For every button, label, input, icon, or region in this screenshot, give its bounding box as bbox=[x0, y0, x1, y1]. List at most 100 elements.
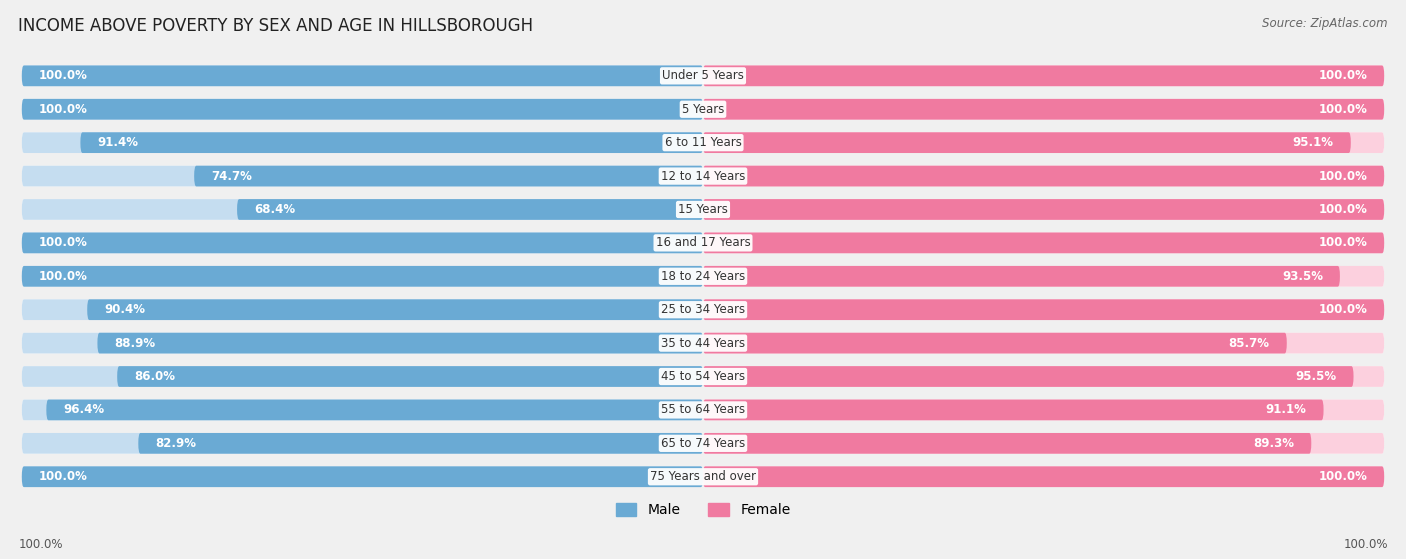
Text: 100.0%: 100.0% bbox=[39, 103, 87, 116]
FancyBboxPatch shape bbox=[703, 333, 1384, 353]
FancyBboxPatch shape bbox=[22, 466, 703, 487]
Text: 74.7%: 74.7% bbox=[211, 169, 252, 183]
FancyBboxPatch shape bbox=[703, 466, 1384, 487]
FancyBboxPatch shape bbox=[80, 132, 703, 153]
FancyBboxPatch shape bbox=[22, 433, 703, 454]
FancyBboxPatch shape bbox=[703, 299, 1384, 320]
Text: 68.4%: 68.4% bbox=[254, 203, 295, 216]
FancyBboxPatch shape bbox=[703, 165, 1384, 186]
Text: 82.9%: 82.9% bbox=[155, 437, 197, 450]
Text: 100.0%: 100.0% bbox=[1343, 538, 1388, 551]
Text: 100.0%: 100.0% bbox=[1319, 303, 1367, 316]
FancyBboxPatch shape bbox=[703, 333, 1384, 353]
Text: 100.0%: 100.0% bbox=[18, 538, 63, 551]
Text: 91.1%: 91.1% bbox=[1265, 404, 1306, 416]
FancyBboxPatch shape bbox=[703, 233, 1384, 253]
Text: 100.0%: 100.0% bbox=[1319, 169, 1367, 183]
FancyBboxPatch shape bbox=[22, 333, 703, 353]
FancyBboxPatch shape bbox=[22, 233, 703, 253]
FancyBboxPatch shape bbox=[703, 132, 1351, 153]
FancyBboxPatch shape bbox=[194, 165, 703, 186]
FancyBboxPatch shape bbox=[703, 366, 1354, 387]
FancyBboxPatch shape bbox=[22, 233, 703, 253]
FancyBboxPatch shape bbox=[22, 400, 703, 420]
FancyBboxPatch shape bbox=[46, 400, 703, 420]
Legend: Male, Female: Male, Female bbox=[610, 498, 796, 523]
FancyBboxPatch shape bbox=[22, 165, 703, 186]
FancyBboxPatch shape bbox=[22, 233, 703, 253]
Text: 85.7%: 85.7% bbox=[1229, 337, 1270, 349]
Text: 86.0%: 86.0% bbox=[134, 370, 176, 383]
Text: 45 to 54 Years: 45 to 54 Years bbox=[661, 370, 745, 383]
FancyBboxPatch shape bbox=[703, 466, 1384, 487]
Text: 100.0%: 100.0% bbox=[1319, 69, 1367, 82]
Text: 100.0%: 100.0% bbox=[1319, 203, 1367, 216]
FancyBboxPatch shape bbox=[22, 366, 703, 387]
FancyBboxPatch shape bbox=[703, 400, 1384, 420]
FancyBboxPatch shape bbox=[22, 266, 703, 287]
Text: 6 to 11 Years: 6 to 11 Years bbox=[665, 136, 741, 149]
FancyBboxPatch shape bbox=[703, 199, 1384, 220]
FancyBboxPatch shape bbox=[703, 99, 1384, 120]
FancyBboxPatch shape bbox=[703, 333, 1286, 353]
FancyBboxPatch shape bbox=[22, 199, 703, 220]
FancyBboxPatch shape bbox=[703, 366, 1384, 387]
FancyBboxPatch shape bbox=[703, 199, 1384, 220]
FancyBboxPatch shape bbox=[703, 165, 1384, 186]
FancyBboxPatch shape bbox=[703, 233, 1384, 253]
Text: 75 Years and over: 75 Years and over bbox=[650, 470, 756, 483]
FancyBboxPatch shape bbox=[703, 266, 1384, 287]
FancyBboxPatch shape bbox=[703, 233, 1384, 253]
FancyBboxPatch shape bbox=[703, 299, 1384, 320]
Text: INCOME ABOVE POVERTY BY SEX AND AGE IN HILLSBOROUGH: INCOME ABOVE POVERTY BY SEX AND AGE IN H… bbox=[18, 17, 533, 35]
Text: 100.0%: 100.0% bbox=[39, 69, 87, 82]
FancyBboxPatch shape bbox=[22, 99, 703, 120]
Text: Under 5 Years: Under 5 Years bbox=[662, 69, 744, 82]
FancyBboxPatch shape bbox=[703, 433, 1312, 454]
Text: 91.4%: 91.4% bbox=[97, 136, 138, 149]
Text: 100.0%: 100.0% bbox=[1319, 103, 1367, 116]
FancyBboxPatch shape bbox=[703, 366, 1384, 387]
Text: 95.1%: 95.1% bbox=[1292, 136, 1334, 149]
FancyBboxPatch shape bbox=[703, 65, 1384, 86]
Text: 100.0%: 100.0% bbox=[1319, 470, 1367, 483]
FancyBboxPatch shape bbox=[22, 466, 703, 487]
Text: 100.0%: 100.0% bbox=[39, 470, 87, 483]
FancyBboxPatch shape bbox=[97, 333, 703, 353]
FancyBboxPatch shape bbox=[703, 266, 1340, 287]
FancyBboxPatch shape bbox=[22, 99, 703, 120]
FancyBboxPatch shape bbox=[22, 165, 703, 186]
Text: 5 Years: 5 Years bbox=[682, 103, 724, 116]
FancyBboxPatch shape bbox=[703, 65, 1384, 86]
FancyBboxPatch shape bbox=[703, 165, 1384, 186]
FancyBboxPatch shape bbox=[703, 433, 1384, 454]
FancyBboxPatch shape bbox=[22, 132, 703, 153]
Text: 25 to 34 Years: 25 to 34 Years bbox=[661, 303, 745, 316]
FancyBboxPatch shape bbox=[22, 65, 703, 86]
FancyBboxPatch shape bbox=[22, 333, 703, 353]
FancyBboxPatch shape bbox=[22, 366, 703, 387]
FancyBboxPatch shape bbox=[22, 466, 703, 487]
FancyBboxPatch shape bbox=[703, 299, 1384, 320]
Text: Source: ZipAtlas.com: Source: ZipAtlas.com bbox=[1263, 17, 1388, 30]
FancyBboxPatch shape bbox=[703, 400, 1323, 420]
Text: 93.5%: 93.5% bbox=[1282, 270, 1323, 283]
FancyBboxPatch shape bbox=[22, 65, 703, 86]
Text: 55 to 64 Years: 55 to 64 Years bbox=[661, 404, 745, 416]
FancyBboxPatch shape bbox=[703, 266, 1384, 287]
Text: 90.4%: 90.4% bbox=[104, 303, 145, 316]
Text: 100.0%: 100.0% bbox=[1319, 236, 1367, 249]
Text: 95.5%: 95.5% bbox=[1295, 370, 1337, 383]
FancyBboxPatch shape bbox=[703, 466, 1384, 487]
Text: 15 Years: 15 Years bbox=[678, 203, 728, 216]
FancyBboxPatch shape bbox=[238, 199, 703, 220]
Text: 88.9%: 88.9% bbox=[114, 337, 156, 349]
FancyBboxPatch shape bbox=[703, 199, 1384, 220]
Text: 65 to 74 Years: 65 to 74 Years bbox=[661, 437, 745, 450]
FancyBboxPatch shape bbox=[22, 65, 703, 86]
FancyBboxPatch shape bbox=[703, 400, 1384, 420]
FancyBboxPatch shape bbox=[703, 132, 1384, 153]
Text: 100.0%: 100.0% bbox=[39, 236, 87, 249]
FancyBboxPatch shape bbox=[22, 299, 703, 320]
FancyBboxPatch shape bbox=[22, 266, 703, 287]
